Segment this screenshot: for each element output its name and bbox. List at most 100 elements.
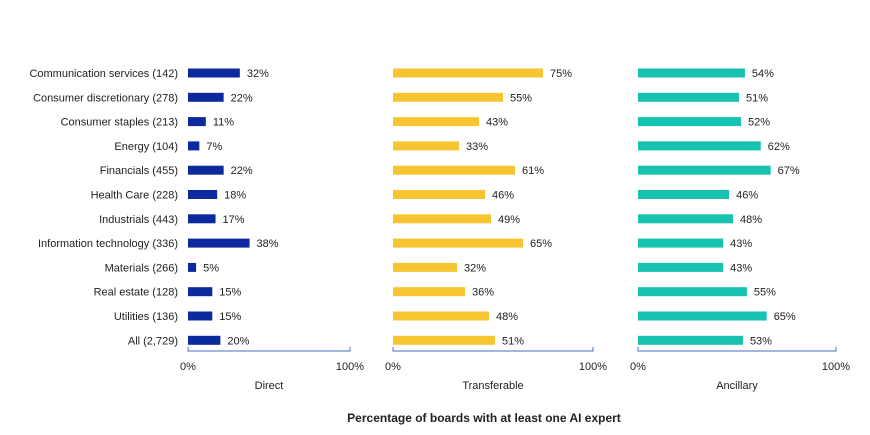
bar-transferable [393,335,495,345]
category-label: Health Care (228) [91,190,178,202]
data-label: 43% [486,117,508,129]
data-label: 43% [730,238,752,250]
bar-ancillary [638,262,724,272]
bar-direct [188,238,250,248]
panel-direct: 32% 22% 11% 7% 22% 18% 17% 38% 5% 15% 15% 20% 0% 100%… [180,68,364,392]
panels: 32% 22% 11% 7% 22% 18% 17% 38% 5% 15% 15% 20% 0% 100%… [180,68,850,392]
data-label: 22% [231,165,253,177]
data-label: 32% [247,68,269,80]
data-label: 62% [768,141,790,153]
bar-ancillary [638,214,734,224]
bar-direct [188,311,213,321]
data-label: 5% [203,262,219,274]
category-label: Utilities (136) [114,311,178,323]
category-label: Consumer discretionary (278) [33,92,178,104]
bar-transferable [393,92,503,102]
tick-label: 100% [579,361,607,373]
data-label: 18% [224,190,246,202]
data-label: 55% [510,92,532,104]
data-label: 36% [472,287,494,299]
data-label: 54% [752,68,774,80]
bar-direct [188,117,206,127]
bar-ancillary [638,335,743,345]
bar-transferable [393,238,523,248]
data-label: 38% [257,238,279,250]
bar-direct [188,141,200,151]
panel-transferable: 75% 55% 43% 33% 61% 46% 49% 65% 32% 36%48% 51% 0% 10… [385,68,607,392]
bar-transferable [393,190,485,199]
category-label: Information technology (336) [38,238,178,250]
category-label: Financials (455) [100,165,178,177]
category-label: Industrials (443) [99,214,178,226]
data-label: 48% [740,214,762,226]
tick-label: 0% [385,361,401,373]
bar-ancillary [638,92,739,102]
data-label: 61% [522,165,544,177]
data-label: 15% [219,287,241,299]
panel-title: Transferable [462,380,523,392]
data-label: 65% [774,311,796,323]
category-label: Materials (266) [105,262,178,274]
data-label: 17% [223,214,245,226]
bar-direct [188,92,224,102]
bar-direct [188,287,213,297]
data-label: 22% [231,92,253,104]
data-label: 67% [778,165,800,177]
x-axis-line [187,347,351,352]
data-label: 51% [502,335,524,347]
bar-transferable [393,214,491,224]
bar-ancillary [638,165,771,175]
data-label: 49% [498,214,520,226]
bar-ancillary [638,190,730,199]
x-axis-line [637,347,837,352]
bar-ancillary [638,238,724,248]
bar-transferable [393,262,457,272]
data-label: 11% [213,117,234,129]
bar-transferable [393,165,515,175]
data-label: 46% [736,190,758,202]
data-label: 46% [492,190,514,202]
data-label: 52% [748,117,770,129]
category-label: All (2,729) [128,335,178,347]
category-label: Consumer staples (213) [61,117,178,129]
bar-direct [188,335,221,345]
bar-ancillary [638,68,745,78]
bar-direct [188,214,216,224]
panel-title: Direct [255,380,284,392]
data-label: 15% [219,311,241,323]
category-labels: Communication services (142) Consumer dis… [29,68,178,347]
category-label: Communication services (142) [29,68,178,80]
bar-ancillary [638,141,761,151]
data-label: 65% [530,238,552,250]
bar-ancillary [638,287,747,297]
tick-label: 100% [336,361,364,373]
category-label: Energy (104) [114,141,178,153]
bar-transferable [393,141,459,151]
tick-label: 0% [630,361,646,373]
category-label: Real estate (128) [94,287,178,299]
data-label: 33% [466,141,488,153]
bar-transferable [393,68,543,78]
data-label: 20% [227,335,249,347]
bar-ancillary [638,117,741,127]
panel-ancillary: 54% 51% 52% 62% 67% 46% 48% 43% 43% 55% 65%53% 0% 10… [630,68,850,392]
bar-direct [188,68,240,78]
bar-transferable [393,117,479,127]
bar-transferable [393,311,489,321]
data-label: 53% [750,335,772,347]
tick-label: 100% [822,361,850,373]
x-axis-line [392,347,594,352]
data-label: 55% [754,287,776,299]
bar-direct [188,190,218,199]
bar-direct [188,262,197,272]
data-label: 51% [746,92,768,104]
data-label: 32% [464,262,486,274]
data-label: 7% [206,141,222,153]
panel-title: Ancillary [716,380,758,392]
bar-ancillary [638,311,767,321]
x-axis-title: Percentage of boards with at least one A… [347,411,621,425]
data-label: 43% [730,262,752,274]
bar-transferable [393,287,465,297]
data-label: 75% [550,68,572,80]
